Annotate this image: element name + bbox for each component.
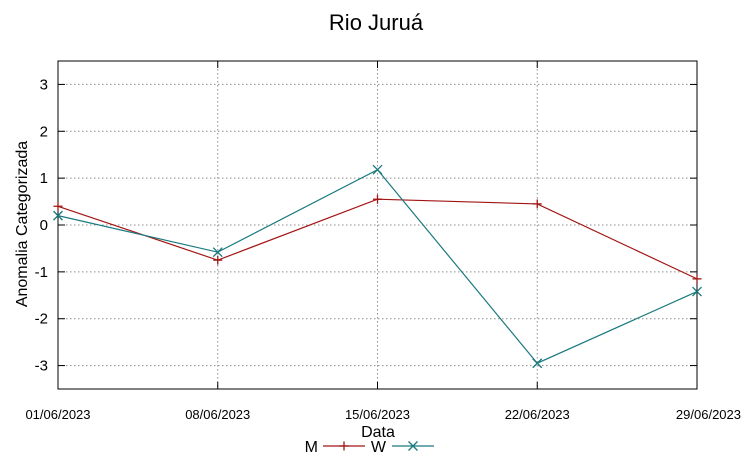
plus-marker: [53, 201, 63, 211]
legend-label-w: W: [371, 439, 387, 456]
x-tick-label: 01/06/2023: [25, 407, 90, 422]
plot-frame: [57, 60, 698, 390]
series-line-m: [57, 198, 698, 280]
x-marker: [53, 210, 63, 221]
y-tick-label: -2: [35, 311, 48, 328]
x-tick-label: 15/06/2023: [345, 407, 410, 422]
plus-marker: [692, 274, 702, 284]
y-tick-label: 1: [40, 170, 48, 187]
x-tick-label: 29/06/2023: [676, 407, 741, 422]
series-layer: [53, 164, 702, 369]
x-marker: [372, 164, 383, 175]
grid-lines: [58, 61, 697, 389]
y-tick-label: 0: [40, 217, 48, 234]
x-tick-label: 08/06/2023: [185, 407, 250, 422]
x-marker: [692, 286, 702, 297]
plus-marker: [532, 199, 542, 209]
y-axis-label: Anomalia Categorizada: [14, 141, 31, 307]
legend-label-m: M: [305, 439, 318, 456]
y-tick-label: -1: [35, 264, 48, 281]
x-marker: [532, 358, 543, 369]
x-axis-label: Data: [361, 424, 395, 441]
plus-marker: [373, 194, 382, 204]
y-axis-ticks: -3 -2 -1 0 1 2 3: [35, 76, 697, 375]
x-marker: [212, 247, 223, 258]
y-tick-label: 2: [40, 123, 48, 140]
x-axis-ticks: 01/06/2023 08/06/2023 15/06/2023 22/06/2023…: [25, 61, 741, 422]
chart-title: Rio Juruá: [329, 10, 424, 35]
y-tick-label: 3: [40, 76, 48, 93]
x-tick-label: 22/06/2023: [505, 407, 570, 422]
x-marker: [408, 441, 418, 451]
plus-marker: [213, 255, 223, 265]
y-tick-label: -3: [35, 358, 48, 375]
plus-marker: [339, 441, 349, 451]
